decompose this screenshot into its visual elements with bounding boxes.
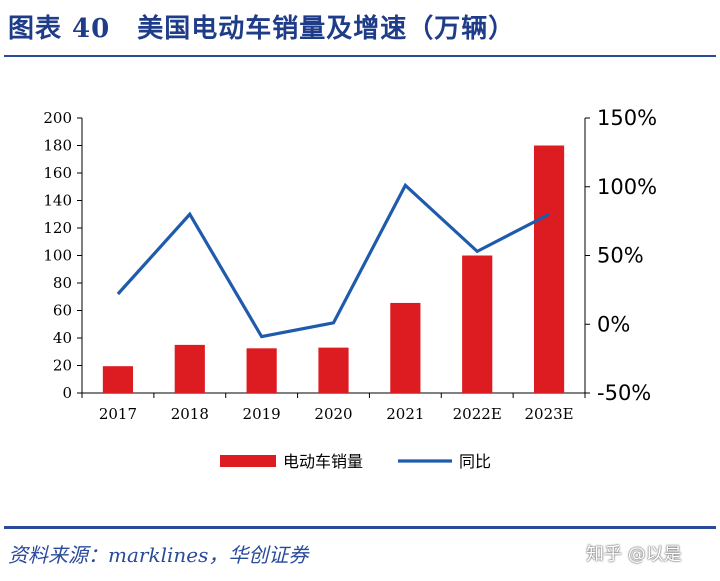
footer-rule [4, 526, 716, 529]
right-axis-tick-label: 0% [597, 312, 630, 336]
x-axis-category-label: 2019 [243, 405, 281, 423]
left-axis-tick-label: 200 [43, 109, 72, 127]
x-axis-category-label: 2018 [171, 405, 209, 423]
legend-swatch-bar [220, 455, 276, 467]
header-rule [4, 55, 716, 57]
left-axis-tick-label: 120 [43, 219, 72, 237]
figure-header: 图表 40 美国电动车销量及增速（万辆） [0, 0, 720, 56]
x-axis-category-label: 2020 [314, 405, 352, 423]
combo-chart: 0 20 40 60 80 100 120 140 160 180 200 -50% 0% 50% 100%… [43, 106, 657, 471]
legend-label-line: 同比 [459, 452, 491, 471]
legend-label-bar: 电动车销量 [283, 452, 363, 471]
right-axis-tick-label: 100% [597, 175, 657, 199]
bar-sales-2021 [390, 302, 421, 393]
bar-sales-2020 [318, 347, 349, 393]
right-axis-tick-label: 50% [597, 244, 644, 268]
left-axis-tick-label: 180 [43, 137, 72, 155]
left-axis-tick-label: 100 [43, 247, 72, 265]
bar-sales-2018 [174, 344, 205, 393]
watermark: 知乎 @以是 [586, 544, 682, 565]
bar-sales-2022E [462, 255, 493, 393]
chart-area: 0 20 40 60 80 100 120 140 160 180 200 -50% 0% 50% 100%… [0, 60, 720, 520]
left-axis-tick-label: 160 [43, 164, 72, 182]
left-axis-tick-label: 60 [53, 302, 72, 320]
right-axis-tick-label: -50% [597, 381, 651, 405]
x-axis-category-label: 2021 [386, 405, 424, 423]
x-axis-category-label: 2022E [453, 405, 502, 423]
bar-sales-2017 [102, 366, 134, 393]
left-axis-tick-label: 40 [53, 329, 72, 347]
left-axis-tick-label: 20 [53, 357, 72, 375]
figure-title: 图表 40 美国电动车销量及增速（万辆） [8, 14, 516, 44]
bar-sales-2019 [246, 348, 277, 393]
right-axis-tick-label: 150% [597, 106, 657, 130]
left-axis-tick-label: 0 [62, 384, 72, 402]
bar-sales-2023E [533, 145, 565, 393]
x-axis-category-label: 2023E [525, 405, 574, 423]
source-note: 资料来源：marklines，华创证券 [8, 543, 309, 567]
x-axis-category-label: 2017 [99, 405, 137, 423]
left-axis-tick-label: 140 [43, 192, 72, 210]
left-axis-tick-label: 80 [53, 274, 72, 292]
